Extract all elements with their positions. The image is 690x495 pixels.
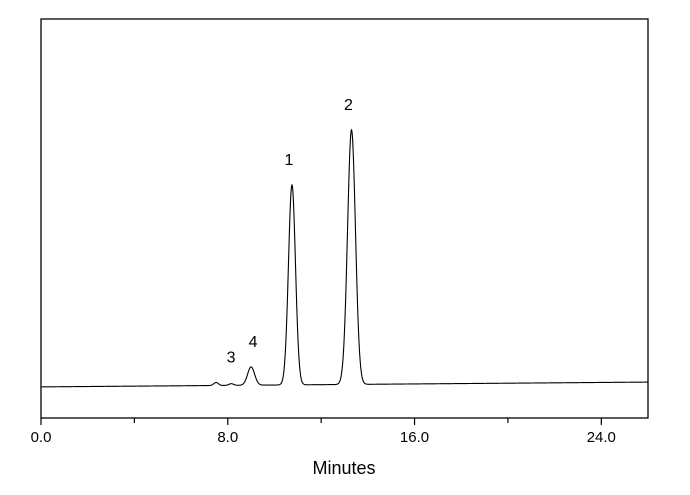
x-tick-label: 8.0 <box>217 429 238 446</box>
peak-label-3: 3 <box>227 349 236 366</box>
x-tick-label: 0.0 <box>31 429 52 446</box>
peak-label-2: 2 <box>344 97 353 114</box>
x-axis-tick-labels: 0.0 8.0 16.0 24.0 <box>31 429 616 446</box>
plot-frame <box>40 18 649 419</box>
x-tick-label: 24.0 <box>587 429 616 446</box>
peak-labels: 1 2 34 <box>227 97 353 367</box>
peak-label-4: 4 <box>249 334 258 351</box>
x-axis-label: Minutes <box>312 458 375 478</box>
peak-label-1: 1 <box>285 152 294 169</box>
x-tick-label: 16.0 <box>400 429 429 446</box>
chromatogram-trace <box>41 128 648 388</box>
x-axis-ticks <box>40 418 602 425</box>
